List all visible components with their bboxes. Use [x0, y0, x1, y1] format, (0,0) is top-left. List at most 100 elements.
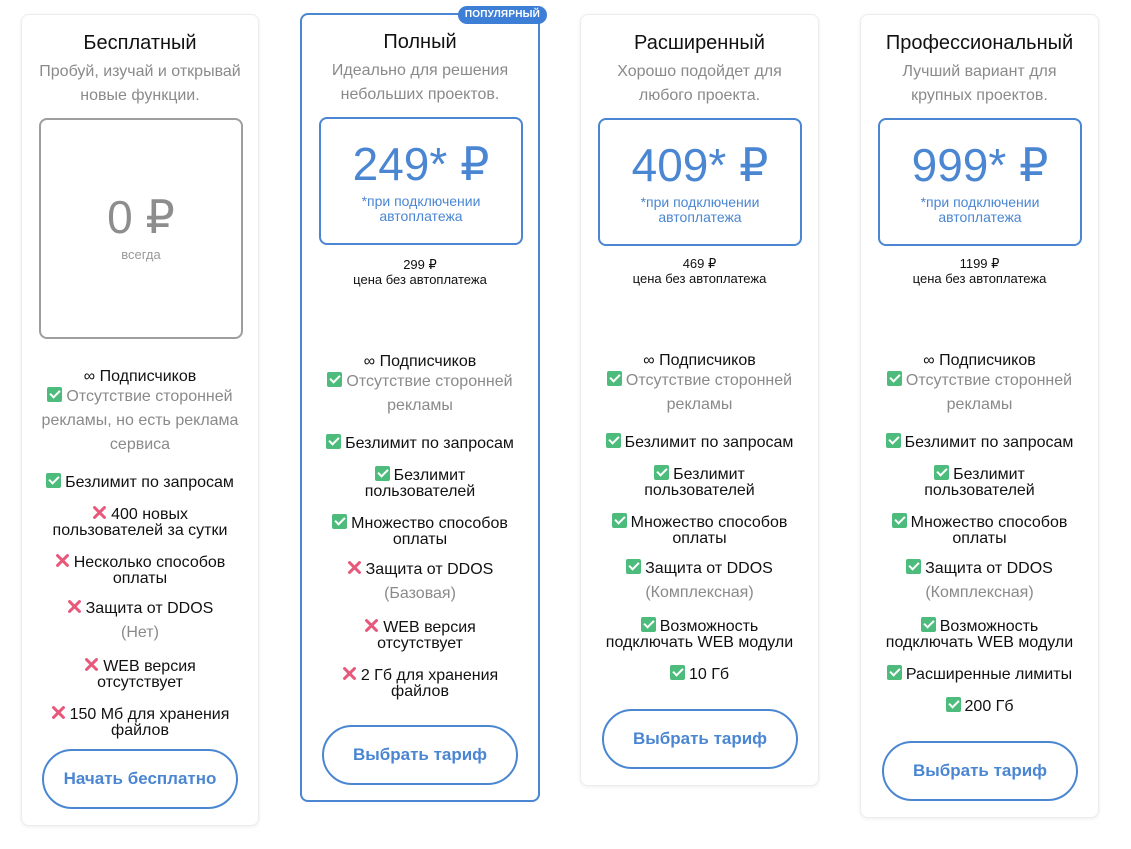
feature-ddos: Защита от DDOS (Нет) [32, 597, 248, 645]
choose-plan-pro-button[interactable]: Выбрать тариф [882, 741, 1078, 801]
check-icon [606, 371, 622, 386]
plan-description: Лучший вариант для крупных проектов. [873, 60, 1086, 108]
cross-icon [67, 599, 82, 614]
feature-requests: Безлимит по запросам [591, 433, 808, 451]
cross-icon [51, 705, 66, 720]
feature-subscribers: ∞ Подписчиков [923, 352, 1036, 369]
check-icon [611, 513, 627, 528]
price-without-autopay: 299 ₽ цена без автоплатежа [353, 257, 487, 287]
check-icon [934, 465, 950, 480]
feature-storage: 10 Гб [591, 665, 808, 683]
plan-description-line: новые функции. [80, 87, 200, 104]
feature-users: Безлимит пользователей [924, 465, 1035, 499]
plan-description-line: Идеально для решения [331, 62, 509, 79]
plan-price: 0 ₽ [107, 191, 175, 243]
plan-description-line: Пробуй, изучай и открывай [39, 63, 241, 80]
check-icon [885, 433, 901, 448]
plan-price: 409* ₽ [631, 139, 769, 191]
check-icon [327, 372, 343, 387]
feature-web: WEB версия отсутствует [32, 657, 248, 691]
plan-title: Профессиональный [885, 32, 1074, 54]
plan-title: Полный [383, 31, 457, 53]
feature-users: Безлимит пользователей [644, 465, 755, 499]
feature-ddos: Защита от DDOS (Базовая) [312, 558, 528, 606]
cross-icon [347, 560, 362, 575]
feature-web: WEB версия отсутствует [312, 618, 528, 652]
feature-payments: Множество способов оплаты [591, 513, 808, 547]
plan-price: 999* ₽ [911, 139, 1049, 191]
feature-requests: Безлимит по запросам [312, 434, 528, 452]
feature-payments: Множество способов оплаты [312, 514, 528, 548]
feature-storage: 150 Мб для хранения файлов [32, 705, 248, 739]
plan-description-line: любого проекта. [638, 87, 761, 104]
check-icon [47, 387, 63, 402]
feature-ads: Отсутствие сторонней рекламы [591, 369, 808, 417]
cross-icon [342, 666, 357, 681]
feature-requests: Безлимит по запросам [871, 433, 1088, 451]
check-icon [626, 559, 642, 574]
feature-storage: 2 Гб для хранения файлов [312, 666, 528, 700]
plan-card-free: Бесплатный Пробуй, изучай и открывай нов… [21, 14, 259, 826]
price-note: *при подключении автоплатежа [640, 194, 760, 225]
plan-description-line: Лучший вариант для [902, 63, 1057, 80]
cross-icon [364, 618, 379, 633]
check-icon [654, 465, 670, 480]
check-icon [945, 697, 961, 712]
check-icon [605, 433, 621, 448]
choose-plan-extended-button[interactable]: Выбрать тариф [602, 709, 798, 769]
price-note: *при подключении автоплатежа [920, 194, 1040, 225]
check-icon [886, 665, 902, 680]
plan-card-pro: Профессиональный Лучший вариант для круп… [860, 14, 1099, 818]
feature-payments: Множество способов оплаты [871, 513, 1088, 547]
plan-description: Идеально для решения небольших проектов. [314, 59, 526, 107]
choose-plan-full-button[interactable]: Выбрать тариф [322, 725, 518, 785]
check-icon [920, 617, 936, 632]
plan-description: Пробуй, изучай и открывай новые функции. [34, 60, 246, 108]
plan-description: Хорошо подойдет для любого проекта. [593, 60, 806, 108]
price-without-autopay: 1199 ₽ цена без автоплатежа [912, 256, 1047, 286]
feature-web: Возможность подключать WEB модули [605, 617, 794, 651]
feature-ddos: Защита от DDOS (Комплексная) [591, 557, 808, 605]
check-icon [640, 617, 656, 632]
feature-ads: Отсутствие сторонней рекламы [871, 369, 1088, 417]
feature-subscribers: ∞ Подписчиков [363, 353, 477, 370]
feature-ddos: Защита от DDOS (Комплексная) [871, 557, 1088, 605]
price-note: всегда [121, 247, 161, 262]
feature-users: 400 новых пользователей за сутки [52, 505, 228, 539]
cross-icon [55, 553, 70, 568]
price-box: 249* ₽ *при подключении автоплатежа [319, 117, 523, 245]
feature-storage: 200 Гб [871, 697, 1088, 715]
feature-subscribers: ∞ Подписчиков [83, 368, 197, 385]
check-icon [906, 559, 922, 574]
price-box: 409* ₽ *при подключении автоплатежа [598, 118, 802, 246]
plan-card-full: ПОПУЛЯРНЫЙ Полный Идеально для решения н… [300, 6, 547, 802]
feature-ads: Отсутствие сторонней рекламы [312, 370, 528, 418]
check-icon [326, 434, 342, 449]
feature-web: Возможность подключать WEB модули [885, 617, 1074, 651]
plan-title: Расширенный [634, 32, 765, 54]
cross-icon [84, 657, 99, 672]
plan-description-line: небольших проектов. [340, 86, 500, 103]
check-icon [669, 665, 685, 680]
plan-title: Бесплатный [83, 32, 197, 54]
price-without-autopay: 469 ₽ цена без автоплатежа [632, 256, 767, 286]
check-icon [332, 514, 348, 529]
price-box: 0 ₽ всегда [39, 118, 243, 339]
feature-subscribers: ∞ Подписчиков [643, 352, 756, 369]
price-note: *при подключении автоплатежа [361, 193, 481, 224]
price-box: 999* ₽ *при подключении автоплатежа [878, 118, 1082, 246]
feature-ads: Отсутствие сторонней рекламы, но есть ре… [41, 387, 239, 453]
check-icon [46, 473, 62, 488]
feature-limits: Расширенные лимиты [871, 665, 1088, 683]
plan-description-line: Хорошо подойдет для [617, 63, 782, 80]
check-icon [374, 466, 390, 481]
cross-icon [92, 505, 107, 520]
feature-users: Безлимит пользователей [364, 466, 476, 500]
popular-badge: ПОПУЛЯРНЫЙ [457, 6, 547, 24]
check-icon [891, 513, 907, 528]
feature-requests: Безлимит по запросам [32, 473, 248, 491]
feature-payments: Несколько способов оплаты [32, 553, 248, 587]
check-icon [886, 371, 902, 386]
plan-description-line: крупных проектов. [911, 87, 1048, 104]
start-free-button[interactable]: Начать бесплатно [42, 749, 238, 809]
